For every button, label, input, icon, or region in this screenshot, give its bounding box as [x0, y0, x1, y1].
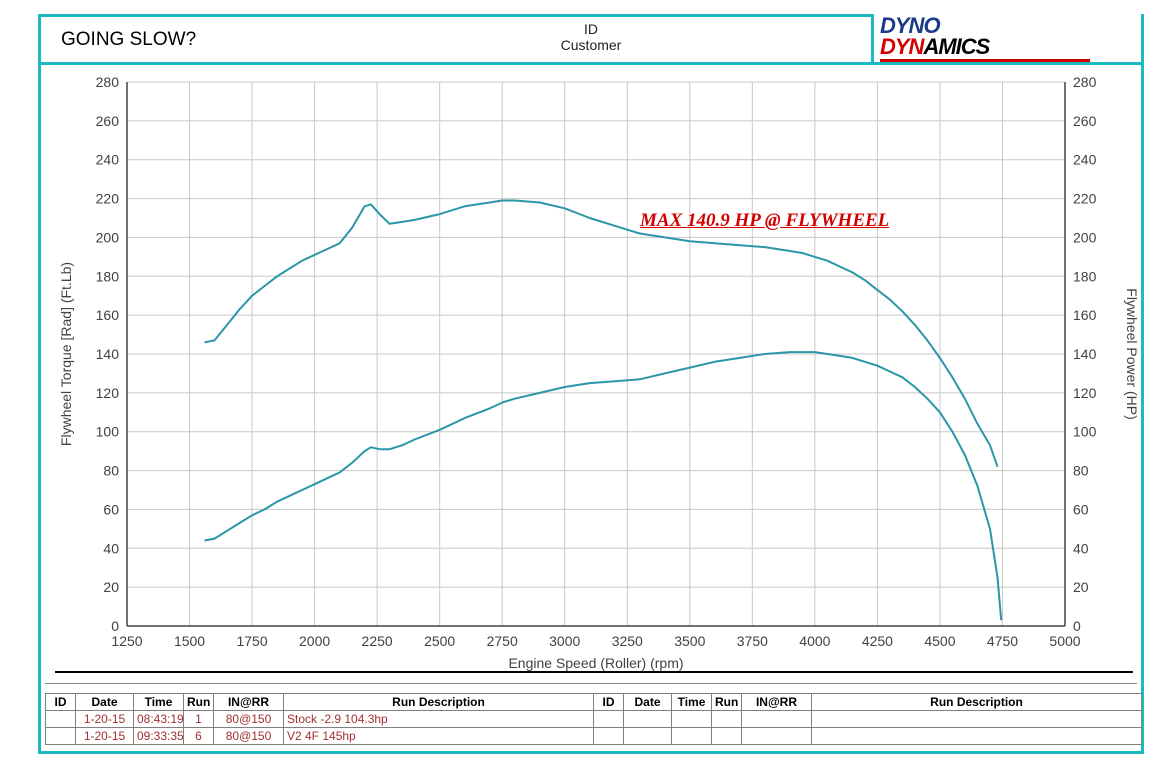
table-cell: 80@150 — [214, 728, 284, 745]
table-cell: 08:43:19 — [134, 711, 184, 728]
table-cell: V2 4F 145hp — [284, 728, 594, 745]
table-cell — [712, 711, 742, 728]
table-row: 1-20-1508:43:19180@150Stock -2.9 104.3hp — [46, 711, 1142, 728]
svg-text:0: 0 — [111, 618, 119, 634]
svg-text:4250: 4250 — [862, 633, 893, 649]
table-cell — [712, 728, 742, 745]
svg-text:2500: 2500 — [424, 633, 455, 649]
logo: DYNO DYNAMICS — [871, 14, 1141, 65]
max-hp-annotation: MAX 140.9 HP @ FLYWHEEL — [640, 210, 889, 232]
table-cell — [812, 728, 1142, 745]
svg-text:100: 100 — [96, 424, 120, 440]
svg-text:Flywheel Torque [Rad] (Ft.Lb): Flywheel Torque [Rad] (Ft.Lb) — [58, 262, 74, 446]
chart-area: 0 0 20 20 40 40 60 60 80 80 100 100 120 120 140 140 160 1… — [45, 68, 1137, 684]
runs-col-header: Date — [76, 694, 134, 711]
svg-text:80: 80 — [1073, 463, 1089, 479]
header-bar: GOING SLOW? ID Customer DYNO DYNAMICS — [41, 17, 1141, 65]
svg-text:120: 120 — [96, 385, 120, 401]
svg-text:2250: 2250 — [362, 633, 393, 649]
svg-text:40: 40 — [103, 540, 119, 556]
svg-text:140: 140 — [96, 346, 120, 362]
runs-table: IDDateTimeRunIN@RRRun DescriptionIDDateT… — [45, 693, 1142, 745]
svg-text:1250: 1250 — [111, 633, 142, 649]
svg-text:80: 80 — [103, 463, 119, 479]
svg-text:260: 260 — [1073, 113, 1097, 129]
table-cell — [672, 728, 712, 745]
svg-text:20: 20 — [103, 579, 119, 595]
svg-text:3750: 3750 — [737, 633, 768, 649]
svg-text:3250: 3250 — [612, 633, 643, 649]
svg-text:140: 140 — [1073, 346, 1097, 362]
table-cell — [46, 711, 76, 728]
svg-text:2000: 2000 — [299, 633, 330, 649]
svg-text:220: 220 — [96, 191, 120, 207]
table-row: 1-20-1509:33:35680@150V2 4F 145hp — [46, 728, 1142, 745]
svg-text:160: 160 — [96, 307, 120, 323]
table-cell: Stock -2.9 104.3hp — [284, 711, 594, 728]
header-id-label: ID — [584, 21, 598, 37]
table-cell — [46, 728, 76, 745]
svg-text:5000: 5000 — [1049, 633, 1080, 649]
app-frame: GOING SLOW? ID Customer DYNO DYNAMICS 00… — [38, 14, 1144, 754]
svg-text:220: 220 — [1073, 191, 1097, 207]
svg-text:1750: 1750 — [236, 633, 267, 649]
svg-text:3500: 3500 — [674, 633, 705, 649]
table-cell — [594, 711, 624, 728]
svg-text:100: 100 — [1073, 424, 1097, 440]
svg-text:60: 60 — [103, 501, 119, 517]
logo-underline — [880, 59, 1090, 62]
table-cell — [672, 711, 712, 728]
runs-col-header: IN@RR — [742, 694, 812, 711]
table-cell — [624, 728, 672, 745]
table-cell: 1-20-15 — [76, 728, 134, 745]
svg-text:Engine Speed (Roller) (rpm): Engine Speed (Roller) (rpm) — [508, 655, 683, 671]
svg-text:200: 200 — [1073, 229, 1097, 245]
svg-text:4750: 4750 — [987, 633, 1018, 649]
table-cell — [742, 728, 812, 745]
table-cell: 80@150 — [214, 711, 284, 728]
runs-col-header: Run Description — [284, 694, 594, 711]
table-cell — [624, 711, 672, 728]
table-cell — [812, 711, 1142, 728]
svg-text:0: 0 — [1073, 618, 1081, 634]
svg-text:280: 280 — [96, 74, 120, 90]
svg-text:20: 20 — [1073, 579, 1089, 595]
runs-col-header: Run Description — [812, 694, 1142, 711]
svg-text:60: 60 — [1073, 501, 1089, 517]
runs-col-header: Run — [184, 694, 214, 711]
svg-text:240: 240 — [96, 152, 120, 168]
svg-text:160: 160 — [1073, 307, 1097, 323]
svg-text:180: 180 — [1073, 268, 1097, 284]
svg-text:200: 200 — [96, 229, 120, 245]
svg-text:40: 40 — [1073, 540, 1089, 556]
svg-text:260: 260 — [96, 113, 120, 129]
svg-text:180: 180 — [96, 268, 120, 284]
svg-text:280: 280 — [1073, 74, 1097, 90]
table-cell — [594, 728, 624, 745]
runs-col-header: Time — [134, 694, 184, 711]
table-cell: 1-20-15 — [76, 711, 134, 728]
runs-col-header: IN@RR — [214, 694, 284, 711]
svg-text:240: 240 — [1073, 152, 1097, 168]
svg-text:4500: 4500 — [924, 633, 955, 649]
table-cell: 1 — [184, 711, 214, 728]
runs-col-header: Date — [624, 694, 672, 711]
svg-text:3000: 3000 — [549, 633, 580, 649]
runs-col-header: ID — [594, 694, 624, 711]
runs-table-region: IDDateTimeRunIN@RRRun DescriptionIDDateT… — [45, 693, 1137, 751]
dyno-chart: 0 0 20 20 40 40 60 60 80 80 100 100 120 120 140 140 160 1… — [45, 68, 1143, 684]
table-cell — [742, 711, 812, 728]
runs-col-header: Time — [672, 694, 712, 711]
table-cell: 09:33:35 — [134, 728, 184, 745]
runs-col-header: Run — [712, 694, 742, 711]
logo-line2: DYNAMICS — [880, 37, 1135, 58]
svg-text:Flywheel Power (HP): Flywheel Power (HP) — [1124, 288, 1140, 419]
svg-text:4000: 4000 — [799, 633, 830, 649]
svg-text:2750: 2750 — [487, 633, 518, 649]
svg-text:1500: 1500 — [174, 633, 205, 649]
svg-text:120: 120 — [1073, 385, 1097, 401]
runs-col-header: ID — [46, 694, 76, 711]
table-cell: 6 — [184, 728, 214, 745]
